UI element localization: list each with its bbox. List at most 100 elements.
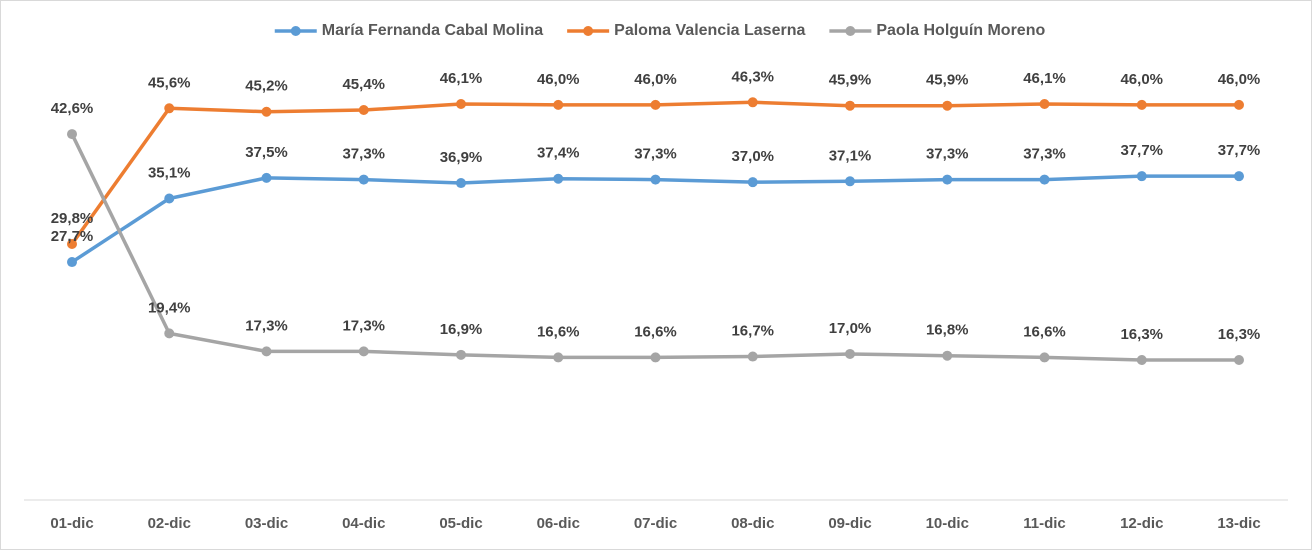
data-label: 37,1% [829, 147, 872, 164]
data-point [747, 177, 758, 188]
data-point [456, 178, 466, 189]
data-point [164, 193, 175, 204]
data-point [1234, 99, 1244, 110]
data-point [747, 351, 758, 362]
data-point [553, 173, 564, 184]
x-tick-label: 06-dic [537, 515, 580, 532]
data-label: 37,5% [245, 144, 288, 161]
x-tick-label: 09-dic [828, 515, 871, 532]
data-label: 45,9% [926, 72, 969, 89]
data-label: 17,3% [342, 317, 385, 334]
data-point [845, 176, 855, 187]
x-tick-label: 04-dic [342, 515, 385, 532]
data-label: 45,9% [829, 72, 872, 89]
data-point [553, 352, 564, 363]
data-point [261, 106, 272, 117]
data-label: 16,6% [537, 323, 580, 340]
data-point [1136, 354, 1147, 365]
data-point [358, 174, 369, 185]
x-tick-label: 12-dic [1120, 515, 1163, 532]
data-label: 45,4% [342, 76, 385, 93]
data-label: 27,7% [51, 228, 94, 245]
data-label: 46,3% [731, 68, 774, 85]
data-label: 16,8% [926, 322, 969, 339]
data-label: 45,6% [148, 74, 191, 91]
data-point [456, 99, 466, 110]
data-label: 37,3% [634, 146, 677, 163]
data-point [67, 129, 77, 140]
data-label: 46,0% [1120, 71, 1163, 88]
data-point [164, 103, 175, 114]
data-label: 19,4% [148, 299, 191, 316]
legend-marker [583, 26, 594, 36]
x-tick-label: 01-dic [50, 515, 93, 532]
data-point [1136, 171, 1147, 182]
data-label: 46,1% [440, 70, 483, 87]
data-point [845, 348, 855, 359]
x-tick-label: 02-dic [148, 515, 191, 532]
data-point [1234, 171, 1244, 182]
data-label: 37,0% [731, 148, 774, 165]
data-label: 45,2% [245, 78, 288, 95]
data-label: 16,7% [731, 323, 774, 340]
data-label: 29,8% [51, 210, 94, 227]
data-label: 37,3% [342, 146, 385, 163]
data-label: 37,7% [1120, 142, 1163, 159]
data-point [67, 257, 77, 268]
data-point [845, 100, 855, 111]
x-tick-label: 13-dic [1217, 515, 1260, 532]
x-tick-label: 05-dic [439, 515, 482, 532]
data-point [358, 105, 369, 116]
data-label: 46,1% [1023, 70, 1066, 87]
data-point [942, 350, 953, 361]
x-tick-label: 11-dic [1023, 515, 1066, 532]
data-point [164, 328, 175, 339]
data-point [650, 352, 661, 363]
data-point [650, 99, 661, 110]
data-label: 37,3% [1023, 146, 1066, 163]
legend-label: María Fernanda Cabal Molina [322, 22, 543, 39]
data-point [1234, 354, 1244, 365]
legend-marker [290, 26, 301, 36]
data-label: 37,7% [1218, 142, 1261, 159]
data-label: 36,9% [440, 149, 483, 166]
data-point [650, 174, 661, 185]
data-label: 35,1% [148, 164, 191, 181]
data-point [1136, 99, 1147, 110]
data-label: 16,6% [1023, 323, 1066, 340]
data-point [747, 97, 758, 108]
data-label: 46,0% [1218, 71, 1261, 88]
data-label: 46,0% [634, 71, 677, 88]
x-tick-label: 07-dic [634, 515, 677, 532]
data-label: 16,3% [1120, 326, 1163, 343]
data-label: 16,9% [440, 321, 483, 338]
data-point [1039, 99, 1050, 110]
data-point [1039, 174, 1050, 185]
data-label: 46,0% [537, 71, 580, 88]
data-point [1039, 352, 1050, 363]
data-point [553, 99, 564, 110]
data-label: 17,0% [829, 320, 872, 337]
legend-label: Paloma Valencia Laserna [614, 22, 805, 39]
data-point [942, 174, 953, 185]
x-tick-label: 10-dic [926, 515, 969, 532]
data-label: 17,3% [245, 317, 288, 334]
data-label: 37,4% [537, 145, 580, 162]
legend-label: Paola Holguín Moreno [876, 22, 1045, 39]
legend-marker [845, 26, 856, 36]
data-point [456, 349, 466, 360]
data-point [67, 239, 77, 250]
data-point [942, 100, 953, 111]
data-label: 16,6% [634, 323, 677, 340]
x-tick-label: 08-dic [731, 515, 774, 532]
data-point [358, 346, 369, 357]
data-point [261, 346, 272, 357]
data-label: 37,3% [926, 146, 969, 163]
x-tick-label: 03-dic [245, 515, 288, 532]
data-label: 42,6% [51, 100, 94, 117]
data-label: 16,3% [1218, 326, 1261, 343]
data-point [261, 172, 272, 183]
